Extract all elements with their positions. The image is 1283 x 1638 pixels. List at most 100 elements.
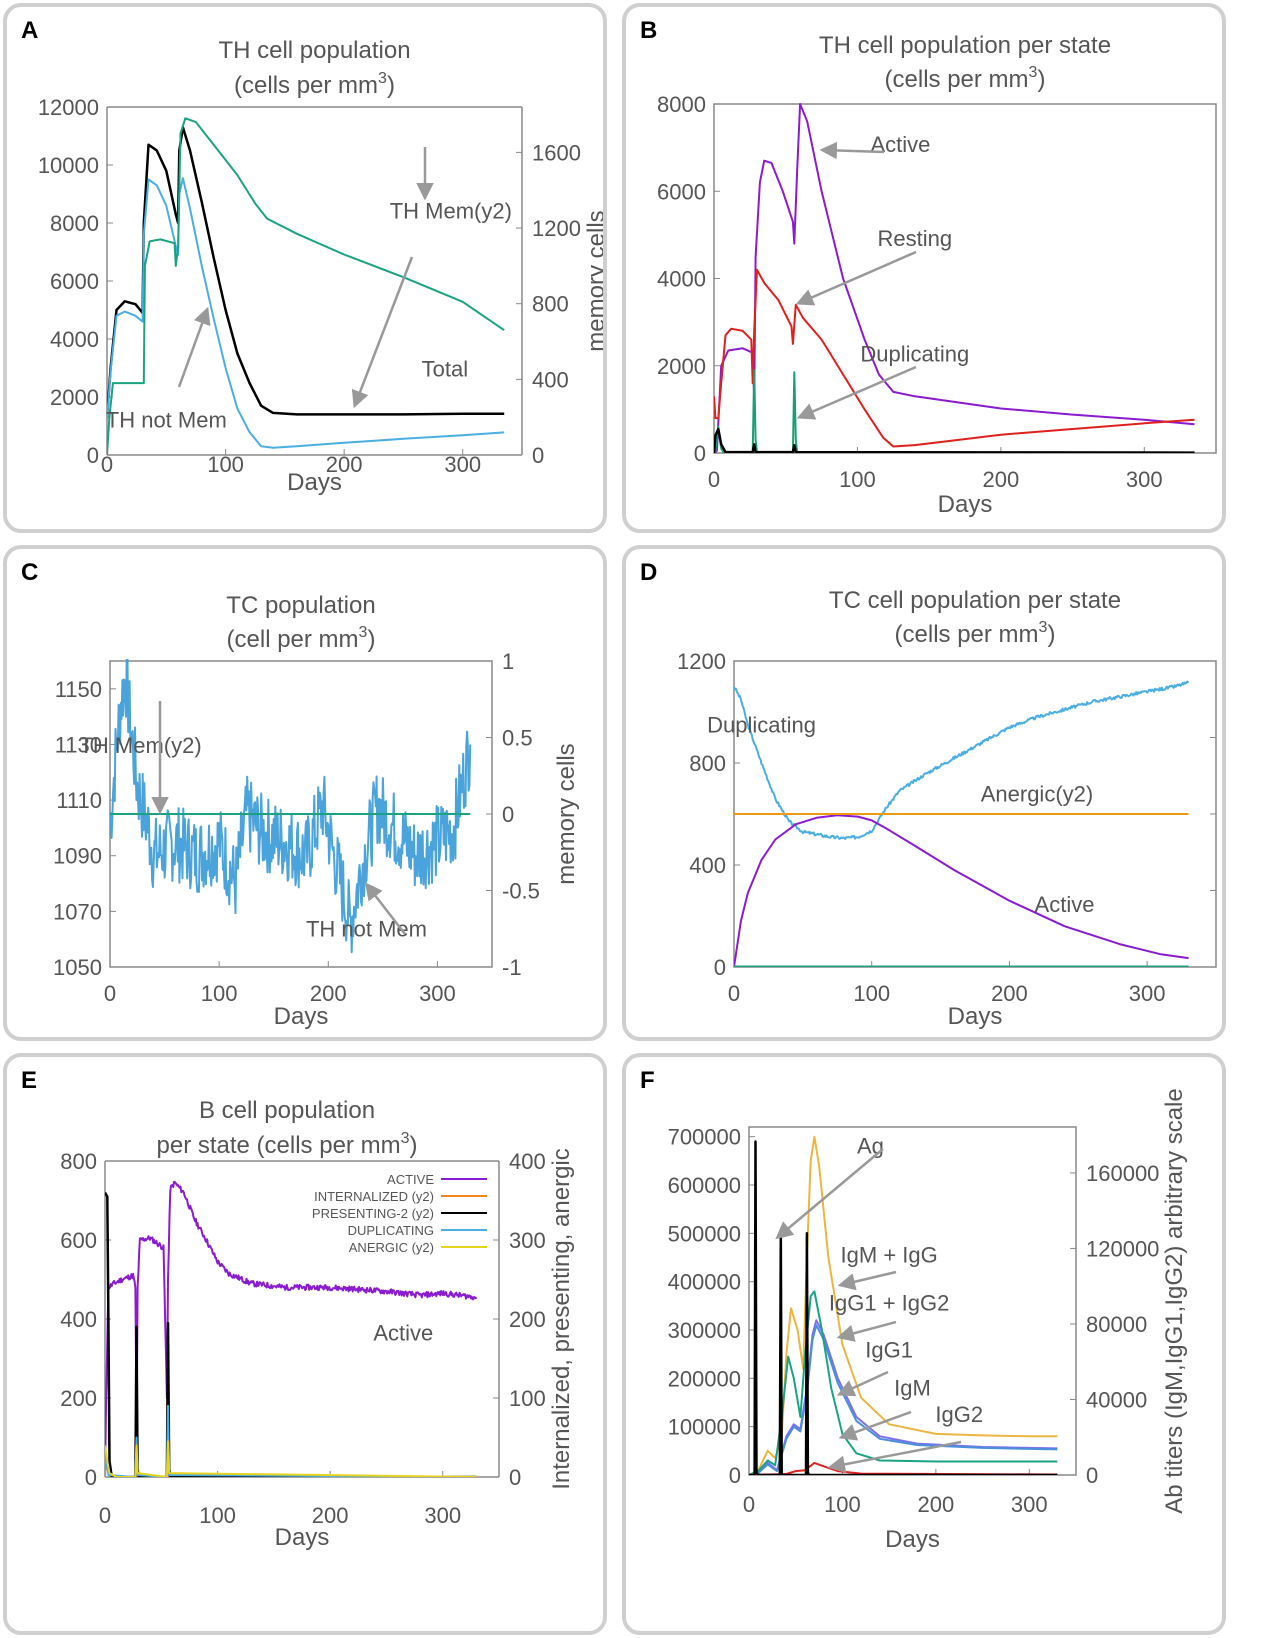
x-tick-label: 0 [104,981,116,1006]
y-tick-label: 6000 [657,179,706,204]
annotation-arrow [819,141,885,160]
y-tick-label: 1130 [55,732,102,757]
annotations: Active [373,1321,433,1346]
annotation-arrow [795,250,917,306]
y2-tick-label: 400 [532,367,569,392]
series-line-igg2 [749,1461,1058,1475]
chart-title: B cell population [199,1097,375,1124]
chart-subtitle: (cells per mm3) [234,70,395,99]
x-axis-label: Days [287,469,342,496]
x-tick-label: 0 [743,1492,755,1517]
x-tick-label: 200 [310,981,347,1006]
annotation-label: Resting [878,226,953,251]
panel-a-label: A [21,17,39,44]
y-tick-label: 0 [85,1465,97,1490]
y-tick-label: 300000 [668,1318,741,1343]
chart-title: TH cell population per state [819,32,1111,59]
annotation-label: IgM [894,1375,931,1400]
y2-tick-label: 0 [532,443,544,468]
y2-tick-label: 0 [509,1465,521,1490]
y2-tick-label: 400 [509,1149,546,1174]
legend-label: PRESENTING-2 (y2) [312,1206,434,1221]
x-tick-label: 300 [1129,981,1166,1006]
series-line-igg1 [749,1324,1058,1475]
annotation-arrow [351,256,414,409]
series-group [110,659,472,954]
series-line-th-mem-y2- [107,117,505,455]
x-tick-label: 300 [1011,1492,1048,1517]
y-tick-label: 700000 [668,1125,741,1150]
panel-c-chart: TC population (cell per mm3) 0 100 200 300 105… [53,592,580,1030]
y-tick-label: 200 [60,1386,97,1411]
x-tick-label: 0 [708,467,720,492]
y-tick-label: 1150 [55,677,102,702]
y-tick-label: 2000 [50,385,99,410]
series-group [749,1135,1058,1475]
y2-tick-label: 0 [502,802,514,827]
x-tick-label: 300 [424,1503,461,1528]
series-line-other [714,427,1195,453]
axes: 0 100 200 300 0 2000 4000 6000 8000 Days [657,92,1217,518]
series-group [734,680,1190,967]
x-axis-label: Days [885,1526,940,1553]
annotation-label: Active [1035,892,1095,917]
panel-d-label: D [640,559,658,586]
x-tick-label: 100 [853,981,890,1006]
annotation-label: Duplicating [860,341,969,366]
y-tick-label: 400 [689,853,726,878]
y-tick-label: 8000 [50,211,99,236]
x-tick-label: 200 [326,452,363,477]
series-line-active [105,1180,478,1477]
annotation-arrow [836,1320,897,1342]
chart-subtitle: (cells per mm3) [885,64,1046,93]
x-axis-label: Days [275,1524,330,1551]
legend-label: ACTIVE [387,1172,434,1187]
annotation-label: IgG1 + IgG2 [829,1291,949,1316]
x-tick-label: 300 [444,452,481,477]
axes: 0 100 200 300 1050 1070 1090 1110 1130 1150 -1 -0.5… [53,649,580,1030]
y-tick-label: 400 [60,1307,97,1332]
y2-tick-label: 1200 [532,216,581,241]
panel-a: TH cell population (cells per mm3) 0 100 200… [3,3,607,533]
y-tick-label: 4000 [50,327,99,352]
y-tick-label: 400000 [668,1270,741,1295]
annotation-arrow [836,1370,889,1397]
y-tick-label: 1090 [53,844,102,869]
x-tick-label: 200 [991,981,1028,1006]
panel-b-label: B [640,17,658,44]
annotation-label: Active [373,1321,433,1346]
annotation-label: IgG1 [865,1338,913,1363]
annotation-label: TH Mem(y2) [79,733,201,758]
legend: ACTIVE INTERNALIZED (y2) PRESENTING-2 (y2)… [312,1172,487,1255]
y-tick-label: 1110 [56,788,102,813]
chart-subtitle: (cell per mm3) [227,624,376,653]
annotation-label: Ag [857,1134,884,1159]
panel-f: 0 100 200 300 0 100000 200000 300000 400000 50000… [622,1053,1226,1635]
y-tick-label: 800 [689,751,726,776]
x-tick-label: 100 [201,981,238,1006]
y-tick-label: 1070 [53,899,102,924]
chart-subtitle: per state (cells per mm3) [157,1130,418,1159]
series-line-anergic-y2- [105,1440,477,1477]
series-line-active [714,103,1195,453]
axes: 0 100 200 300 0 2000 4000 6000 8000 10000 12000 0 40… [38,95,607,496]
panel-c-label: C [21,559,39,586]
x-tick-label: 300 [1126,467,1163,492]
y-tick-label: 100000 [668,1415,741,1440]
y2-tick-label: 1600 [532,140,581,165]
x-tick-label: 200 [917,1492,954,1517]
series-group [105,1180,478,1477]
y2-axis-label: memory cells [583,210,607,351]
panel-c: TC population (cell per mm3) 0 100 200 300 105… [3,545,607,1041]
x-tick-label: 300 [419,981,456,1006]
panel-e-label: E [21,1067,38,1094]
x-axis-label: Days [274,1003,329,1030]
chart-subtitle: (cells per mm3) [895,619,1056,648]
x-axis-label: Days [948,1003,1003,1030]
y2-axis-label: memory cells [553,743,580,884]
legend-label: INTERNALIZED (y2) [314,1189,434,1204]
legend-label: ANERGIC (y2) [349,1240,434,1255]
panel-b-chart: TH cell population per state (cells per m… [657,32,1217,518]
y2-tick-label: 0 [1086,1463,1098,1488]
